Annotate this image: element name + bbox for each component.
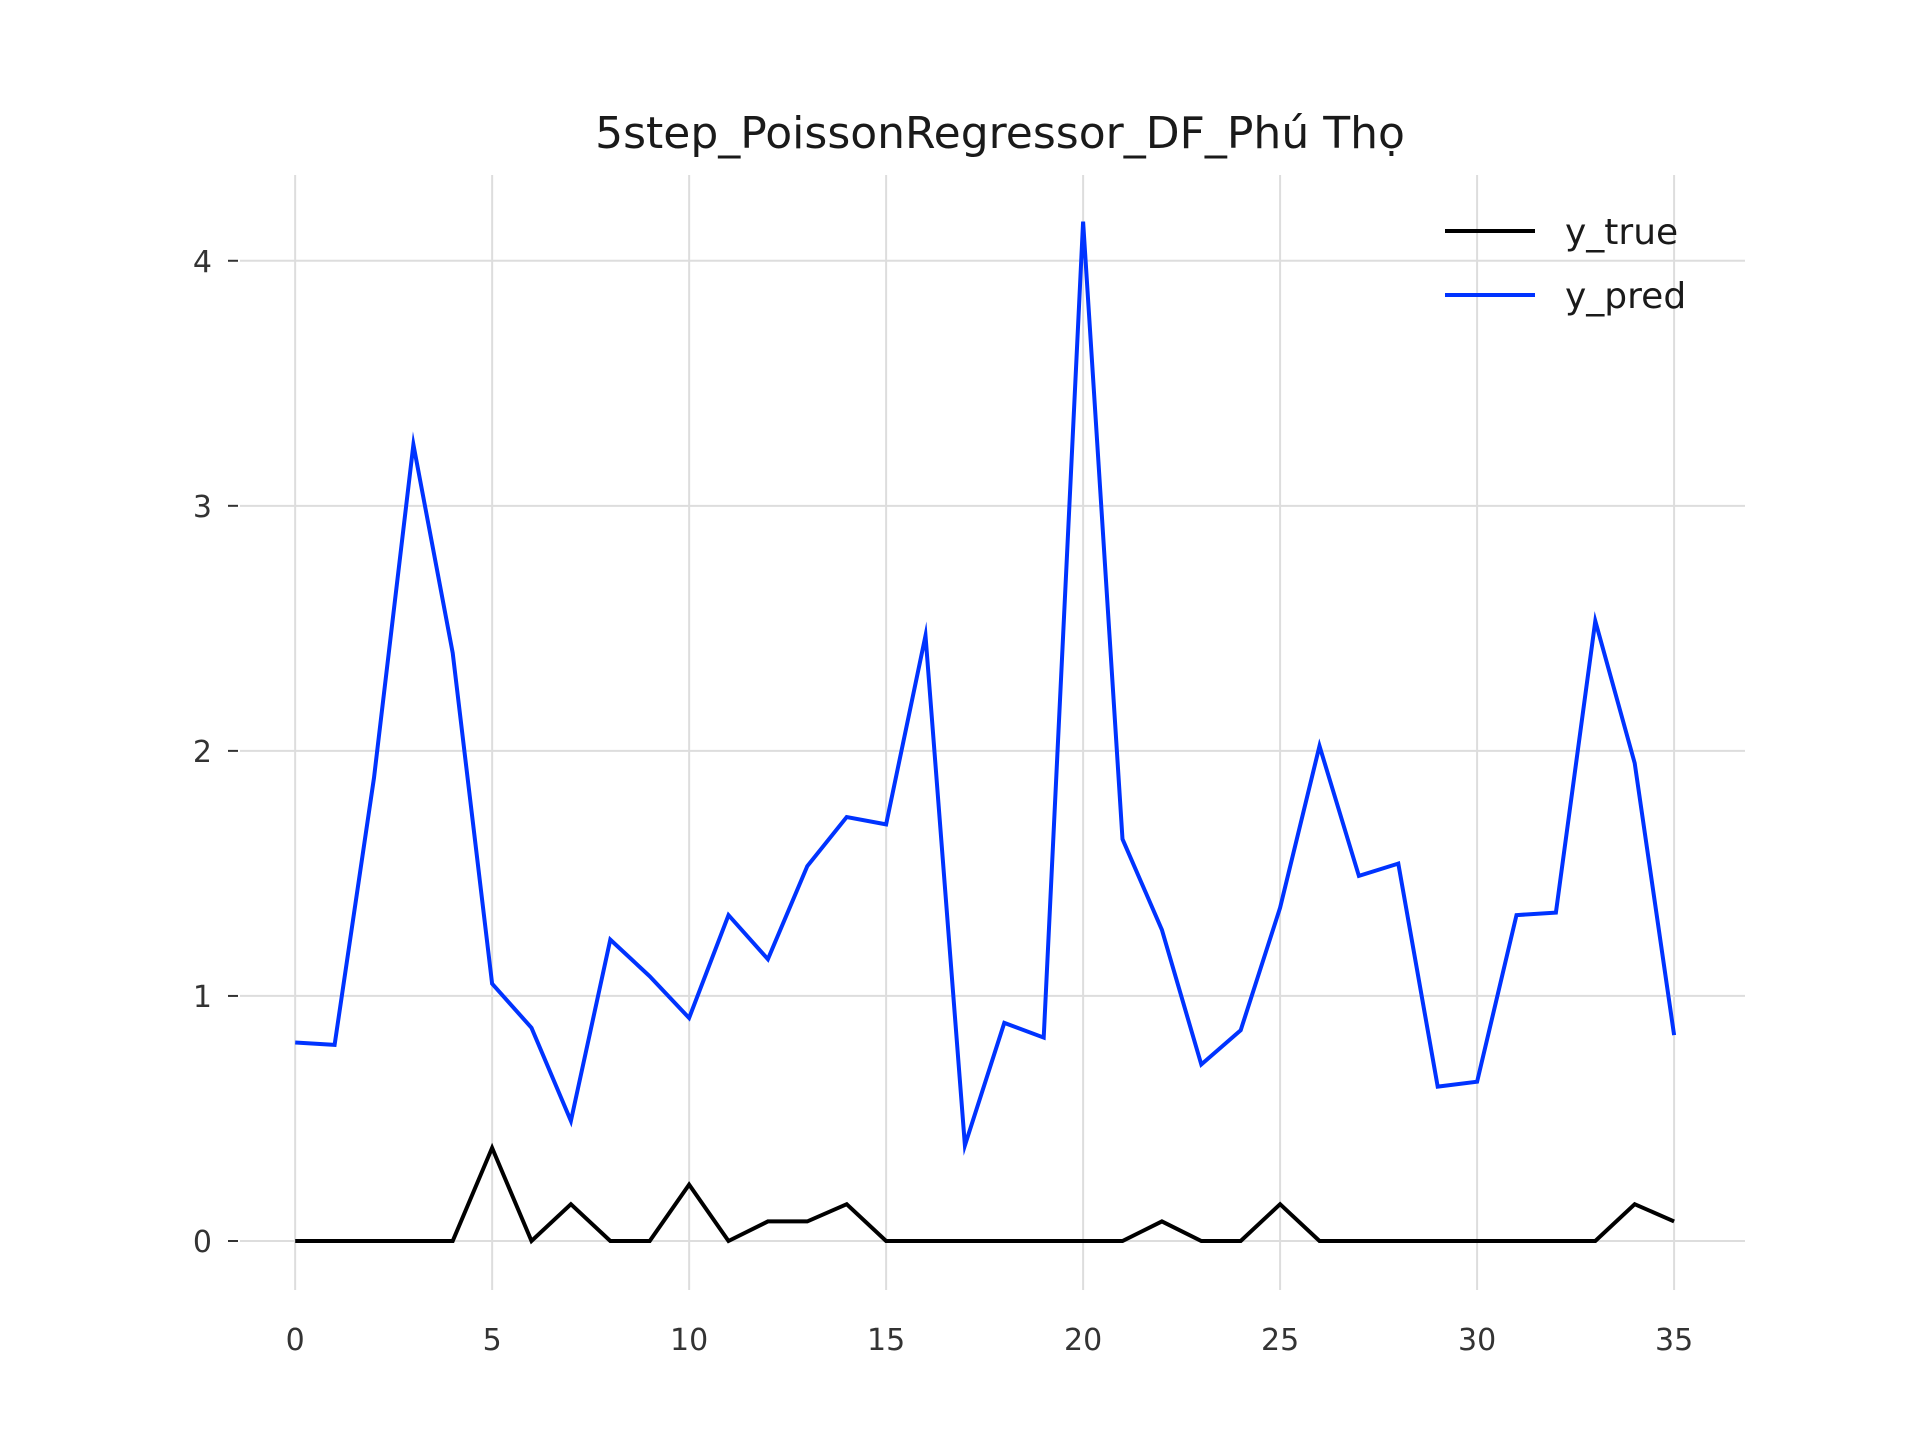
grid (240, 175, 1745, 1290)
y-tick-label-4: 4 (193, 245, 212, 280)
x-tick-label-20: 20 (1064, 1323, 1102, 1358)
chart-title: 5step_PoissonRegressor_DF_Phú Thọ (595, 108, 1405, 159)
x-tick-label-25: 25 (1261, 1323, 1299, 1358)
x-tick-label-0: 0 (286, 1323, 305, 1358)
y-tick-label-2: 2 (193, 735, 212, 770)
x-tick-label-10: 10 (670, 1323, 708, 1358)
y-tick-label-3: 3 (193, 490, 212, 525)
legend: y_true y_pred (1445, 212, 1686, 317)
legend-label-y-pred: y_pred (1565, 276, 1686, 317)
series-line-y-true (295, 1142, 1675, 1245)
y-tick-label-0: 0 (193, 1225, 212, 1260)
axis-ticks: 0 5 10 15 20 25 30 35 0 1 2 3 4 (193, 245, 1693, 1358)
x-tick-label-30: 30 (1458, 1323, 1496, 1358)
x-tick-label-5: 5 (483, 1323, 502, 1358)
series-lines (295, 221, 1677, 1245)
x-tick-label-15: 15 (867, 1323, 905, 1358)
y-tick-label-1: 1 (193, 980, 212, 1015)
legend-label-y-true: y_true (1565, 212, 1678, 253)
series-line-y-pred (295, 221, 1677, 1156)
x-tick-label-35: 35 (1655, 1323, 1693, 1358)
